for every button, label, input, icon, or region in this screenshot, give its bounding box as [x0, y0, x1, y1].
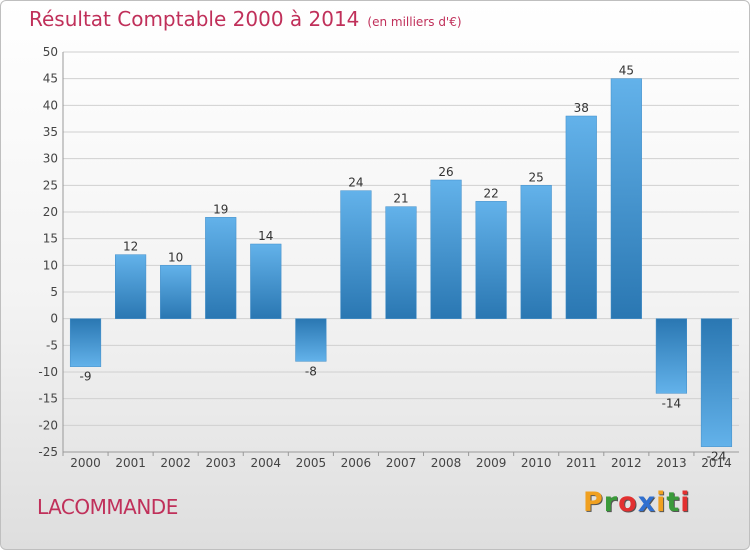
- data-label-2000: -9: [80, 370, 92, 384]
- data-label-2001: 12: [123, 240, 138, 254]
- place-name: LACOMMANDE: [37, 495, 178, 519]
- chart-subtitle: (en milliers d'€): [367, 15, 462, 29]
- bar-2002: [160, 265, 192, 319]
- x-tick-label-2006: 2006: [341, 456, 372, 470]
- logo-letter: r: [603, 487, 619, 518]
- bars: [69, 78, 733, 447]
- x-tick-label-2009: 2009: [476, 456, 507, 470]
- x-tick-label-2000: 2000: [70, 456, 101, 470]
- x-tick-label-2002: 2002: [160, 456, 191, 470]
- data-label-2011: 38: [574, 101, 589, 115]
- logo-letter: i: [680, 487, 691, 518]
- bar-2013: [655, 318, 687, 394]
- x-tick-label-2004: 2004: [251, 456, 282, 470]
- x-tick-label-2014: 2014: [701, 456, 732, 470]
- logo-letter: t: [666, 487, 681, 518]
- data-label-2007: 21: [393, 192, 408, 206]
- logo-letter: o: [618, 487, 638, 518]
- bar-2014: [700, 318, 733, 447]
- data-label-2002: 10: [168, 250, 183, 264]
- bar-2004: [250, 243, 282, 319]
- y-tick-label: 20: [43, 205, 58, 219]
- logo-letter: x: [637, 487, 657, 518]
- x-tick-label-2010: 2010: [521, 456, 552, 470]
- bar-2010: [520, 185, 552, 319]
- x-tick-label-2003: 2003: [205, 456, 236, 470]
- y-tick-label: -10: [38, 365, 58, 379]
- x-axis-ticks: 2000 2001 2002 2003 2004 2005 2006 2007 2008 2009…: [62, 452, 732, 470]
- x-tick-label-2011: 2011: [566, 456, 597, 470]
- bar-2009: [475, 201, 507, 319]
- bar-2005: [295, 318, 327, 362]
- proxiti-logo: Proxiti: [583, 487, 691, 518]
- y-tick-label: 10: [43, 258, 58, 272]
- y-tick-label: 25: [43, 178, 58, 192]
- bar-2003: [205, 217, 237, 319]
- y-tick-label: 35: [43, 125, 58, 139]
- data-label-2009: 22: [483, 186, 498, 200]
- bar-2001: [115, 254, 147, 319]
- data-label-2012: 45: [619, 64, 634, 78]
- y-tick-label: -20: [38, 418, 58, 432]
- data-label-2008: 26: [438, 165, 453, 179]
- y-tick-label: 30: [43, 152, 58, 166]
- y-tick-label: -5: [46, 338, 58, 352]
- bar-2012: [610, 78, 642, 319]
- y-tick-label: 50: [43, 45, 58, 59]
- logo-letter: P: [583, 487, 604, 518]
- y-tick-label: -25: [38, 445, 58, 459]
- data-label-2004: 14: [258, 229, 273, 243]
- bar-2011: [565, 115, 597, 319]
- y-tick-label: 5: [50, 285, 58, 299]
- bar-2008: [430, 179, 462, 319]
- y-tick-label: 45: [43, 72, 58, 86]
- data-label-2006: 24: [348, 176, 363, 190]
- data-label-2005: -8: [305, 364, 317, 378]
- x-tick-label-2005: 2005: [296, 456, 327, 470]
- data-label-2010: 25: [529, 170, 544, 184]
- x-tick-label-2001: 2001: [115, 456, 146, 470]
- x-tick-label-2007: 2007: [386, 456, 417, 470]
- y-tick-label: 15: [43, 232, 58, 246]
- x-tick-label-2012: 2012: [611, 456, 642, 470]
- bar-2000: [69, 318, 102, 367]
- y-tick-label: -15: [38, 392, 58, 406]
- y-tick-label: 0: [50, 312, 58, 326]
- bar-2007: [385, 206, 417, 319]
- x-tick-label-2013: 2013: [656, 456, 687, 470]
- y-tick-label: 40: [43, 98, 58, 112]
- data-label-2014: -24: [707, 450, 727, 464]
- bar-2006: [340, 190, 372, 319]
- data-label-2003: 19: [213, 202, 228, 216]
- data-labels: -9 12 10 19 14 -8 24 21 26 22 25 38 45 -14 -24: [80, 64, 727, 464]
- x-tick-label-2008: 2008: [431, 456, 462, 470]
- logo-letter: i: [656, 487, 667, 518]
- chart-title-text: Résultat Comptable 2000 à 2014: [29, 7, 360, 31]
- data-label-2013: -14: [662, 396, 682, 410]
- chart-title: Résultat Comptable 2000 à 2014 (en millie…: [29, 7, 462, 31]
